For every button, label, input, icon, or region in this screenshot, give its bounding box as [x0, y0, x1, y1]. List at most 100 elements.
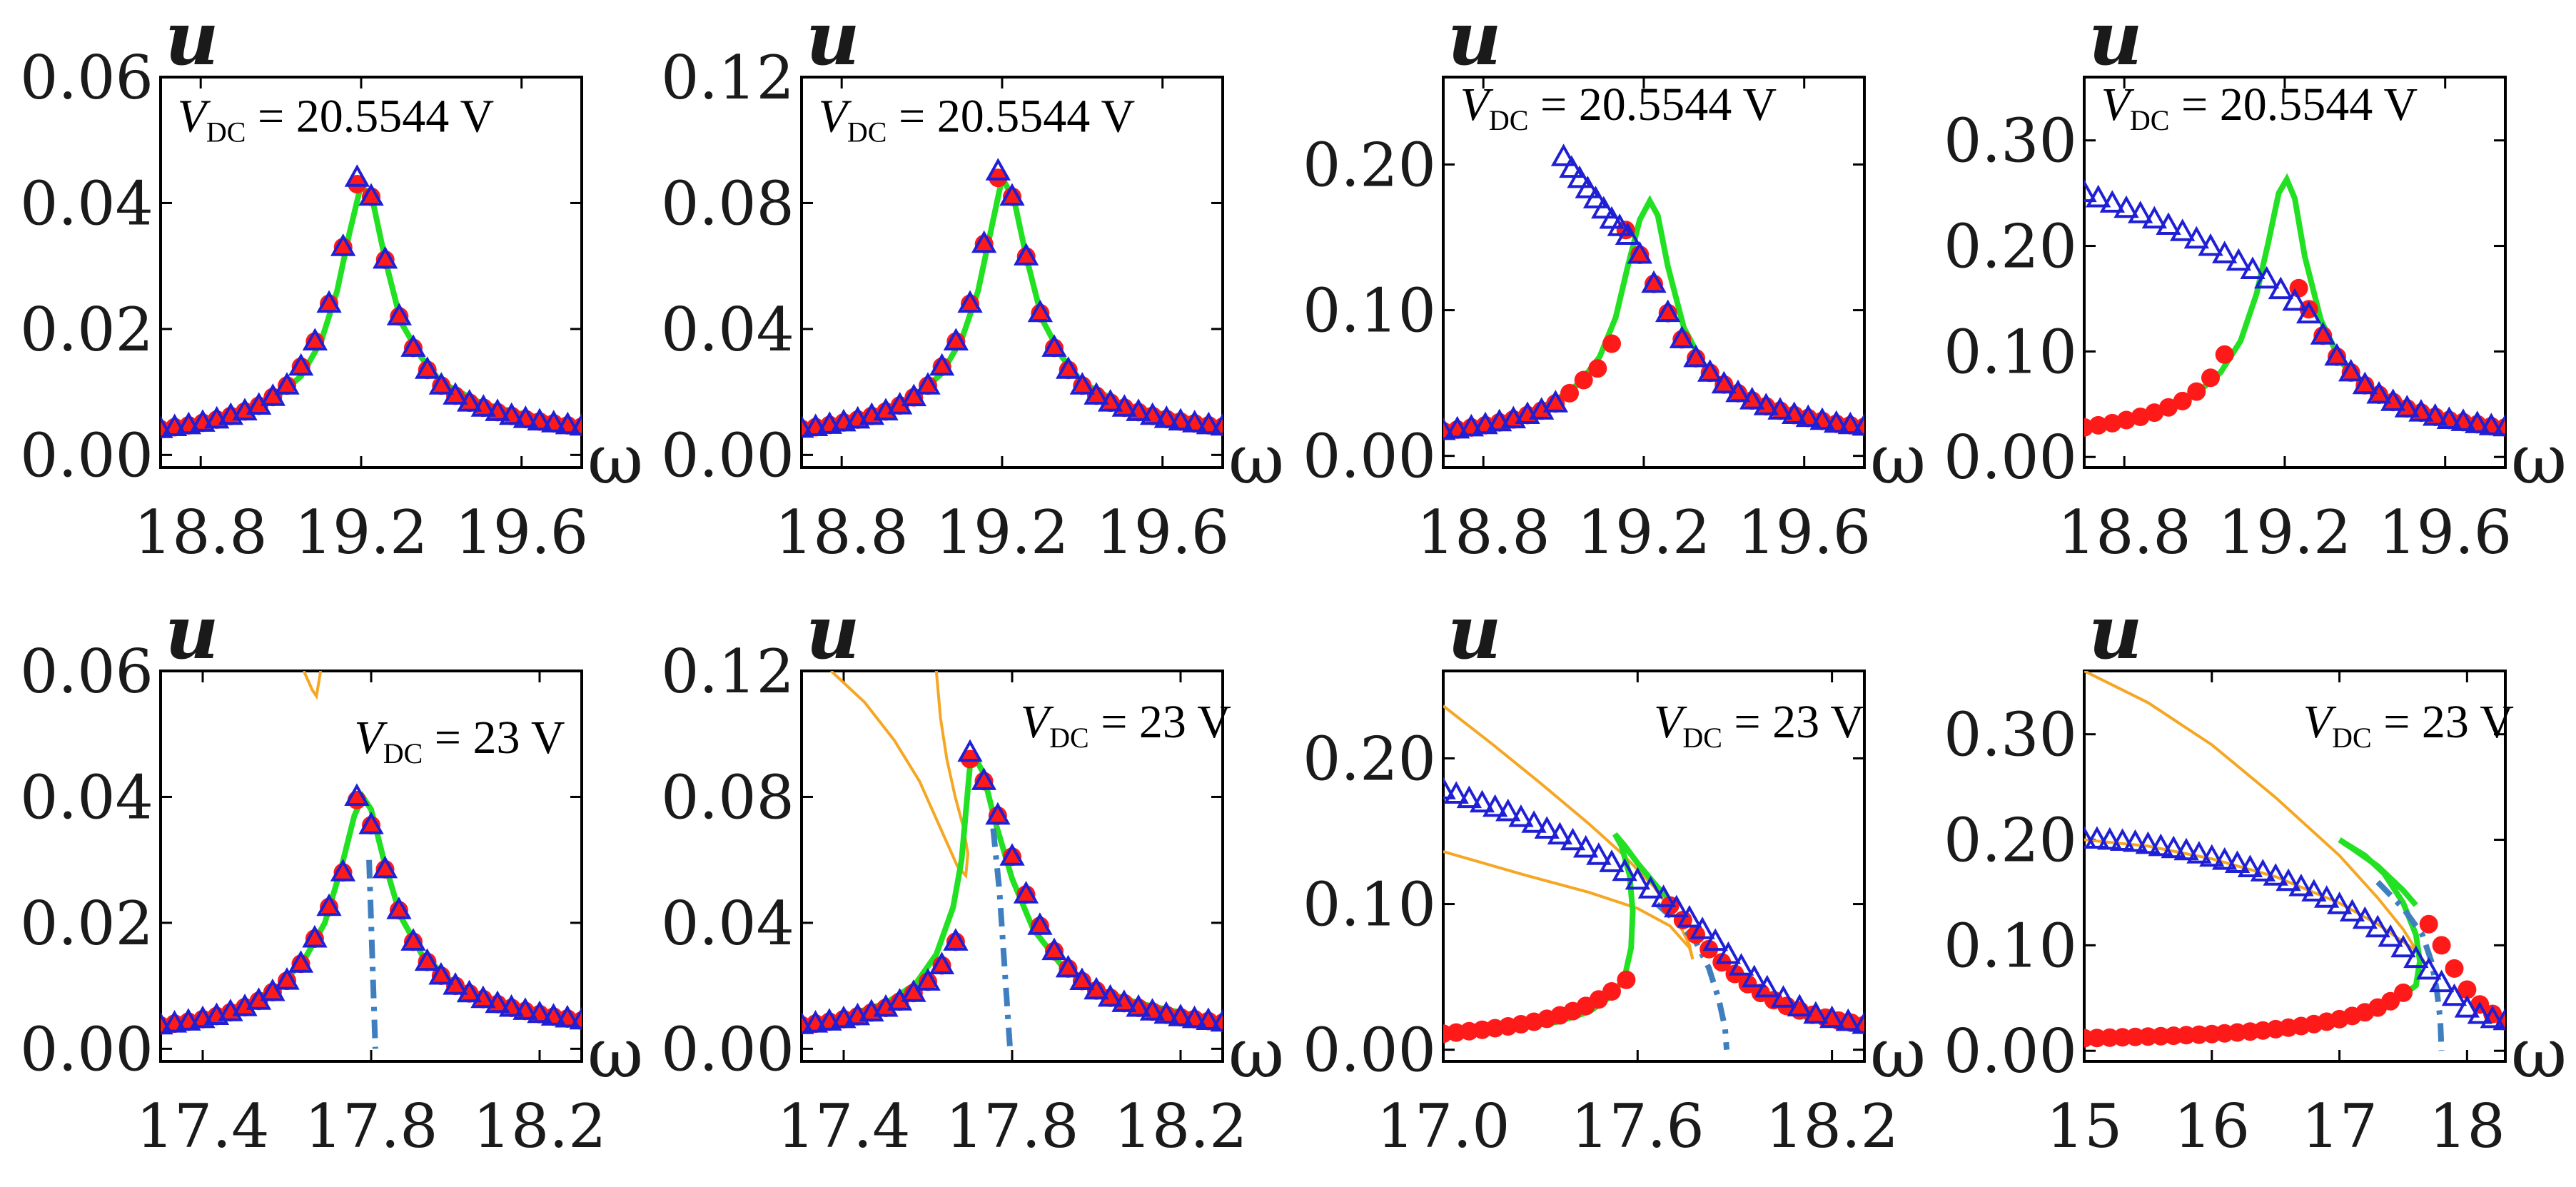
- chart-5-blue-point: [330, 859, 356, 882]
- chart-7-blue-point: [1754, 974, 1780, 998]
- chart-1-blue-point: [428, 372, 455, 395]
- chart-7-blue-point: [1852, 1011, 1864, 1034]
- chart-6-xtick-label: 17.8: [945, 1091, 1079, 1161]
- chart-8-blue-point: [2135, 831, 2161, 854]
- chart-3-ytick-label: 0.00: [1303, 422, 1436, 492]
- chart-8-blue-point: [2224, 850, 2251, 873]
- chart-3-red-point: [1560, 383, 1579, 403]
- chart-3-blue-point: [1683, 344, 1709, 368]
- chart-3-blue-point: [1550, 143, 1577, 166]
- chart-8-blue-point: [2454, 995, 2480, 1018]
- chart-6-ylabel: u: [806, 588, 860, 676]
- chart-3-blue-point: [1767, 397, 1793, 420]
- chart-3-vdc-annotation: VDC = 20.5544 V: [1460, 79, 1777, 136]
- chart-2-ytick-label: 0.04: [661, 295, 794, 365]
- chart-6-plot-area: [802, 671, 1223, 1049]
- chart-2-ytick-label: 0.08: [661, 168, 794, 238]
- chart-8-red-point: [2458, 980, 2477, 999]
- chart-8-blue-point: [2122, 829, 2148, 852]
- chart-4-blue-point: [2169, 218, 2196, 241]
- chart-2-blue-point: [1196, 411, 1222, 435]
- chart-5-blue-point: [540, 1003, 567, 1026]
- chart-6-blue-point: [999, 843, 1025, 866]
- chart-2-blue-point: [1041, 334, 1067, 357]
- chart-5-blue-point: [400, 928, 426, 951]
- chart-6-blue-point: [817, 1008, 842, 1031]
- chart-1-blue-point: [372, 246, 398, 269]
- chart-1-blue-point: [512, 405, 539, 428]
- chart-4-ytick-label: 0.30: [1944, 106, 2077, 176]
- chart-4-blue-point: [2295, 300, 2322, 324]
- chart-6-blue-point: [1139, 998, 1166, 1021]
- chart-8-xtick-label: 17: [2301, 1091, 2378, 1161]
- chart-3-blue-point: [1739, 387, 1765, 410]
- chart-3-ytick-label: 0.10: [1303, 276, 1436, 346]
- chart-3-blue-point: [1575, 176, 1600, 198]
- chart-1-blue-point: [203, 405, 230, 429]
- chart-8-blue-point: [2288, 874, 2314, 896]
- chart-8-ytick-label: 0.30: [1944, 700, 2077, 770]
- chart-3-blue-point: [1781, 401, 1807, 424]
- chart-7-red-point: [1617, 970, 1636, 989]
- chart-6-blue-point: [1027, 912, 1053, 935]
- chart-6-ytick-label: 0.08: [661, 762, 794, 832]
- chart-4-blue-point: [2198, 233, 2223, 256]
- chart-5-blue-point: [161, 1011, 173, 1035]
- chart-3-xlabel: ω: [1870, 420, 1926, 500]
- chart-8-blue-point: [2326, 891, 2353, 914]
- chart-6-blue-point: [971, 767, 997, 790]
- chart-7-blue-point: [1443, 781, 1469, 804]
- chart-7-blue-point: [1599, 849, 1625, 872]
- chart-4-xtick-label: 19.2: [2218, 497, 2351, 567]
- chart-7-red-point: [1602, 982, 1621, 1001]
- chart-2-blue-point: [1111, 394, 1138, 417]
- chart-3-blue-point: [1809, 407, 1835, 430]
- chart-5-ytick-label: 0.06: [20, 637, 153, 707]
- chart-4-blue-point: [2408, 399, 2434, 422]
- chart-1-xtick-label: 19.2: [294, 497, 428, 567]
- chart-2-blue-point: [915, 372, 941, 395]
- chart-5-blue-point: [456, 979, 483, 1003]
- chart-6-blue-point: [1013, 881, 1039, 904]
- chart-4-xtick-label: 18.8: [2058, 497, 2191, 567]
- chart-5-xtick-label: 17.4: [136, 1091, 269, 1161]
- chart-4-blue-point: [2099, 190, 2126, 213]
- chart-2-blue-point: [844, 405, 871, 429]
- chart-2-xtick-label: 19.2: [935, 497, 1069, 567]
- chart-7-blue-point: [1787, 994, 1812, 1016]
- chart-6-blue-point: [1041, 937, 1067, 961]
- chart-7-blue-point: [1835, 1008, 1862, 1031]
- chart-5-plot-area: [161, 671, 582, 1049]
- chart-4-red-point: [2088, 415, 2108, 435]
- chart-5-blue-point: [372, 855, 398, 879]
- chart-3-red-point: [1602, 334, 1621, 353]
- chart-4-blue-point: [2127, 201, 2153, 223]
- chart-6-blue-point: [1097, 984, 1123, 1007]
- chart-7-blue-point: [1572, 834, 1599, 858]
- chart-5-blue-point: [498, 994, 525, 1017]
- chart-7-blue-point: [1612, 858, 1637, 882]
- chart-1-vdc-annotation: VDC = 20.5544 V: [178, 91, 495, 148]
- chart-5-blue-point: [358, 812, 384, 834]
- chart-2-blue-point: [929, 353, 955, 376]
- chart-3-blue-point: [1837, 411, 1864, 435]
- chart-8-blue-point: [2416, 956, 2442, 980]
- chart-8-xtick-label: 16: [2173, 1091, 2250, 1161]
- chart-8-blue-point: [2441, 983, 2468, 1006]
- chart-6-blue-point: [929, 951, 955, 974]
- chart-3-red-point: [1574, 370, 1593, 390]
- chart-2-blue-point: [1084, 382, 1109, 405]
- chart-2-vdc-annotation: VDC = 20.5544 V: [819, 91, 1136, 148]
- chart-8-blue-point: [2161, 835, 2186, 859]
- chart-3-blue-point: [1559, 155, 1585, 178]
- chart-4-blue-point: [2492, 413, 2505, 437]
- chart-4-xlabel: ω: [2511, 420, 2567, 500]
- chart-4-blue-point: [2464, 410, 2490, 433]
- chart-2-xlabel: ω: [1228, 420, 1284, 500]
- chart-2-blue-point: [985, 158, 1011, 181]
- chart-3-plot-area: [1443, 143, 1864, 440]
- chart-4-blue-point: [2282, 288, 2308, 311]
- chart-5-xlabel: ω: [587, 1014, 643, 1093]
- chart-2-plot-area: [802, 158, 1223, 438]
- chart-8-blue-point: [2237, 854, 2263, 877]
